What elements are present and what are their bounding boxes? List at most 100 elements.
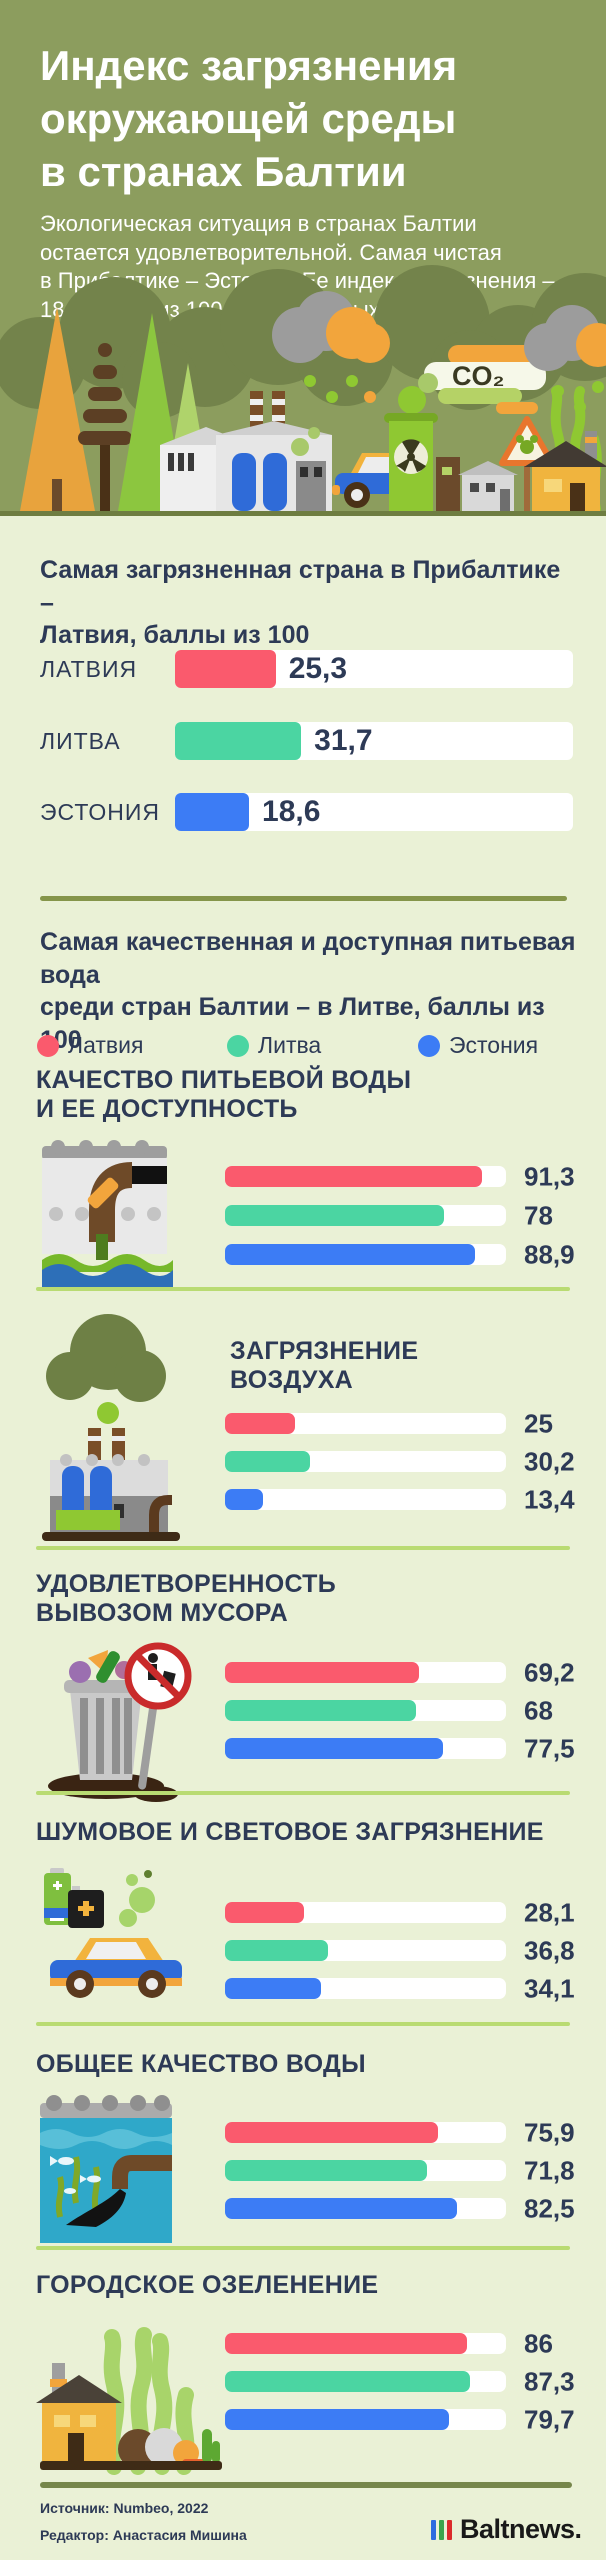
water-tank-icon: [40, 2095, 172, 2243]
bar-value: 28,1: [524, 1897, 575, 1927]
bar-fill: [225, 1244, 475, 1265]
bar-track: [225, 1451, 506, 1472]
baltnews-logo-text: Baltnews.: [460, 2514, 582, 2544]
legend-label: Эстония: [449, 1032, 539, 1058]
bar-fill: [225, 1940, 329, 1961]
bar-fill: [175, 793, 250, 831]
bar-value: 79,7: [524, 2404, 575, 2434]
bar-track: [225, 1738, 506, 1759]
section-divider: [36, 2022, 570, 2026]
legend-item-estonia: Эстония: [418, 1032, 539, 1058]
section-divider: [36, 1546, 570, 1550]
baltnews-logo: Baltnews.: [431, 2514, 582, 2545]
bar-fill: [225, 2409, 449, 2430]
bar-value: 69,2: [524, 1657, 575, 1687]
bar-value: 82,5: [524, 2193, 575, 2223]
bar-track: 25,3: [175, 650, 573, 688]
factory-smoke-icon: [42, 1314, 180, 1541]
bar-row: 13,4: [225, 1484, 575, 1514]
bar-track: [225, 1700, 506, 1721]
water-lead: Самая качественная и доступная питьевая …: [40, 928, 576, 1054]
bar-value: 36,8: [524, 1935, 575, 1965]
bar-track: [225, 1244, 506, 1265]
bar-value: 25: [524, 1408, 553, 1438]
main-chart-lead: Самая загрязненная страна в Прибалтике –…: [40, 556, 561, 649]
bar-value: 31,7: [314, 724, 373, 757]
pollution-city-illustration: CO₂: [0, 265, 606, 511]
rain-cloud-icon: [272, 291, 390, 403]
bar-track: [225, 1902, 506, 1923]
bar-track: [225, 1166, 506, 1187]
bar-track: 31,7: [175, 722, 573, 760]
yellow-house-icon: [524, 431, 606, 511]
legend-item-lithuania: Литва: [227, 1032, 321, 1058]
bar-value: 71,8: [524, 2155, 575, 2185]
bar-value: 34,1: [524, 1973, 575, 2003]
bar-row: 25: [225, 1408, 570, 1438]
country-label: ЛАТВИЯ: [40, 656, 138, 682]
bar-fill: [225, 1166, 482, 1187]
bar-value: 77,5: [524, 1733, 575, 1763]
bar-row: 91,3: [225, 1161, 575, 1191]
bar-row: 79,7: [225, 2404, 575, 2434]
gray-houses-icon: [458, 461, 518, 511]
bar-track: [225, 1205, 506, 1226]
bar-fill: [225, 1451, 310, 1472]
bar-row-latvia: ЛАТВИЯ 25,3: [40, 650, 573, 688]
bar-track: [225, 2333, 506, 2354]
country-label: ЛИТВА: [40, 728, 121, 754]
legend-dot-red: [37, 1034, 59, 1057]
bar-row: 68: [225, 1695, 570, 1725]
bar-row: 75,9: [225, 2117, 575, 2147]
bar-value: 87,3: [524, 2366, 575, 2396]
bar-value: 18,6: [262, 795, 321, 828]
country-label: ЭСТОНИЯ: [40, 799, 161, 825]
bar-row: 36,8: [225, 1935, 575, 1965]
bar-value: 68: [524, 1695, 553, 1725]
section-title: ЗАГРЯЗНЕНИЕ ВОЗДУХА: [230, 1337, 419, 1394]
bar-fill: [225, 1902, 304, 1923]
intro-paragraph: Экологическая ситуация в странах Балтии …: [40, 211, 555, 322]
section-divider: [40, 896, 567, 901]
bar-fill: [225, 1413, 296, 1434]
battery-car-icon: [44, 1868, 182, 1998]
green-house-icon: [36, 2327, 222, 2475]
bar-track: [225, 2409, 506, 2430]
bar-fill: [175, 722, 302, 760]
section-divider: [36, 2246, 570, 2250]
bar-value: 78: [524, 1200, 553, 1230]
section-title: КАЧЕСТВО ПИТЬЕВОЙ ВОДЫ И ЕЕ ДОСТУПНОСТЬ: [36, 1066, 412, 1123]
section-title: УДОВЛЕТВОРЕННОСТЬ ВЫВОЗОМ МУСОРА: [36, 1570, 337, 1627]
bar-fill: [225, 1489, 263, 1510]
bar-fill: [225, 1978, 321, 1999]
bar-row: 78: [225, 1200, 570, 1230]
bar-fill: [225, 1700, 417, 1721]
bar-track: [225, 1940, 506, 1961]
bar-track: 18,6: [175, 793, 573, 831]
bar-value: 91,3: [524, 1161, 575, 1191]
bar-row: 69,2: [225, 1657, 575, 1687]
bar-track: [225, 1489, 506, 1510]
bar-row: 88,9: [225, 1239, 575, 1269]
legend-dot-blue: [418, 1034, 440, 1057]
footer-editor: Редактор: Анастасия Мишина: [40, 2527, 247, 2543]
bar-row: 34,1: [225, 1973, 575, 2003]
section-title: ГОРОДСКОЕ ОЗЕЛЕНЕНИЕ: [36, 2271, 379, 2299]
bar-track: [225, 1413, 506, 1434]
bar-row-estonia: ЭСТОНИЯ 18,6: [40, 793, 573, 831]
bar-fill: [225, 2333, 467, 2354]
right-cloud-icon: [524, 305, 606, 413]
bar-row: 86: [225, 2328, 570, 2358]
legend-dot-green: [227, 1034, 249, 1057]
co2-badge: CO₂: [424, 345, 546, 414]
bar-row: 28,1: [225, 1897, 575, 1927]
co2-label: CO₂: [452, 361, 505, 391]
bar-fill: [175, 650, 276, 688]
warning-sign-icon: [499, 416, 555, 511]
bar-track: [225, 1662, 506, 1683]
bar-value: 86: [524, 2328, 553, 2358]
bar-value: 88,9: [524, 1239, 575, 1269]
section-divider: [36, 1287, 570, 1291]
bar-value: 75,9: [524, 2117, 575, 2147]
